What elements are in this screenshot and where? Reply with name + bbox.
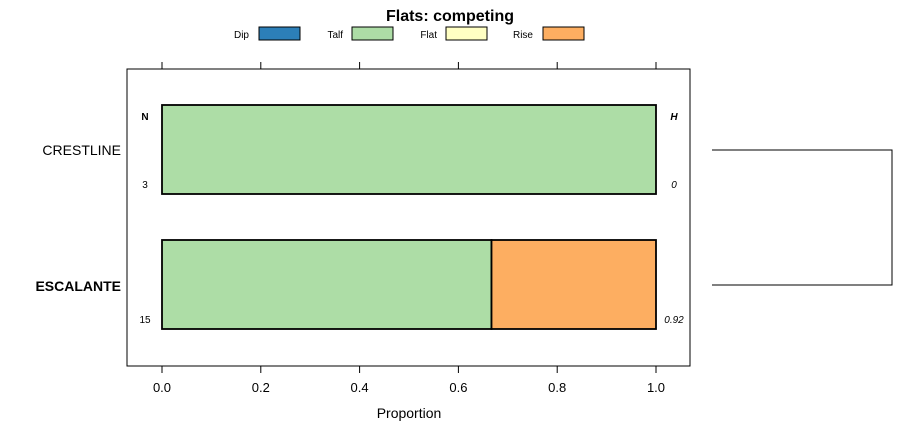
legend-label-rise: Rise xyxy=(513,30,533,41)
legend-label-dip: Dip xyxy=(234,30,249,41)
legend-label-talf: Talf xyxy=(327,30,343,41)
bar-crestline-talf xyxy=(161,104,657,195)
dendrogram xyxy=(712,149,893,286)
n-value: 15 xyxy=(139,315,151,326)
legend-swatch-rise xyxy=(542,26,585,41)
x-tick-label: 1.0 xyxy=(647,380,665,395)
x-tick-label: 0.4 xyxy=(351,380,369,395)
x-tick-label: 0.2 xyxy=(252,380,270,395)
n-header: N xyxy=(141,112,148,123)
bar-escalante-talf xyxy=(161,239,493,330)
annotations: CRESTLINE ESCALANTE N H 3 15 0 0.92 xyxy=(35,112,684,326)
h-value: 0 xyxy=(671,180,677,191)
legend: Dip Talf Flat Rise xyxy=(234,26,585,41)
plot-panel xyxy=(126,68,691,367)
chart-title: Flats: competing xyxy=(386,8,514,25)
x-axis-title: Proportion xyxy=(377,405,442,421)
category-label-crestline: CRESTLINE xyxy=(42,142,121,158)
x-axis: 0.0 0.2 0.4 0.6 0.8 1.0 xyxy=(153,62,665,395)
category-label-escalante: ESCALANTE xyxy=(35,278,121,294)
bar-escalante-rise xyxy=(490,239,657,330)
legend-label-flat: Flat xyxy=(420,30,437,41)
legend-swatch-flat xyxy=(445,26,488,41)
bars xyxy=(161,104,657,330)
x-tick-label: 0.8 xyxy=(548,380,566,395)
x-tick-label: 0.6 xyxy=(449,380,467,395)
n-value: 3 xyxy=(142,180,148,191)
x-tick-label: 0.0 xyxy=(153,380,171,395)
h-value: 0.92 xyxy=(664,315,684,326)
legend-swatch-dip xyxy=(258,26,301,41)
legend-swatch-talf xyxy=(351,26,394,41)
h-header: H xyxy=(670,112,678,123)
